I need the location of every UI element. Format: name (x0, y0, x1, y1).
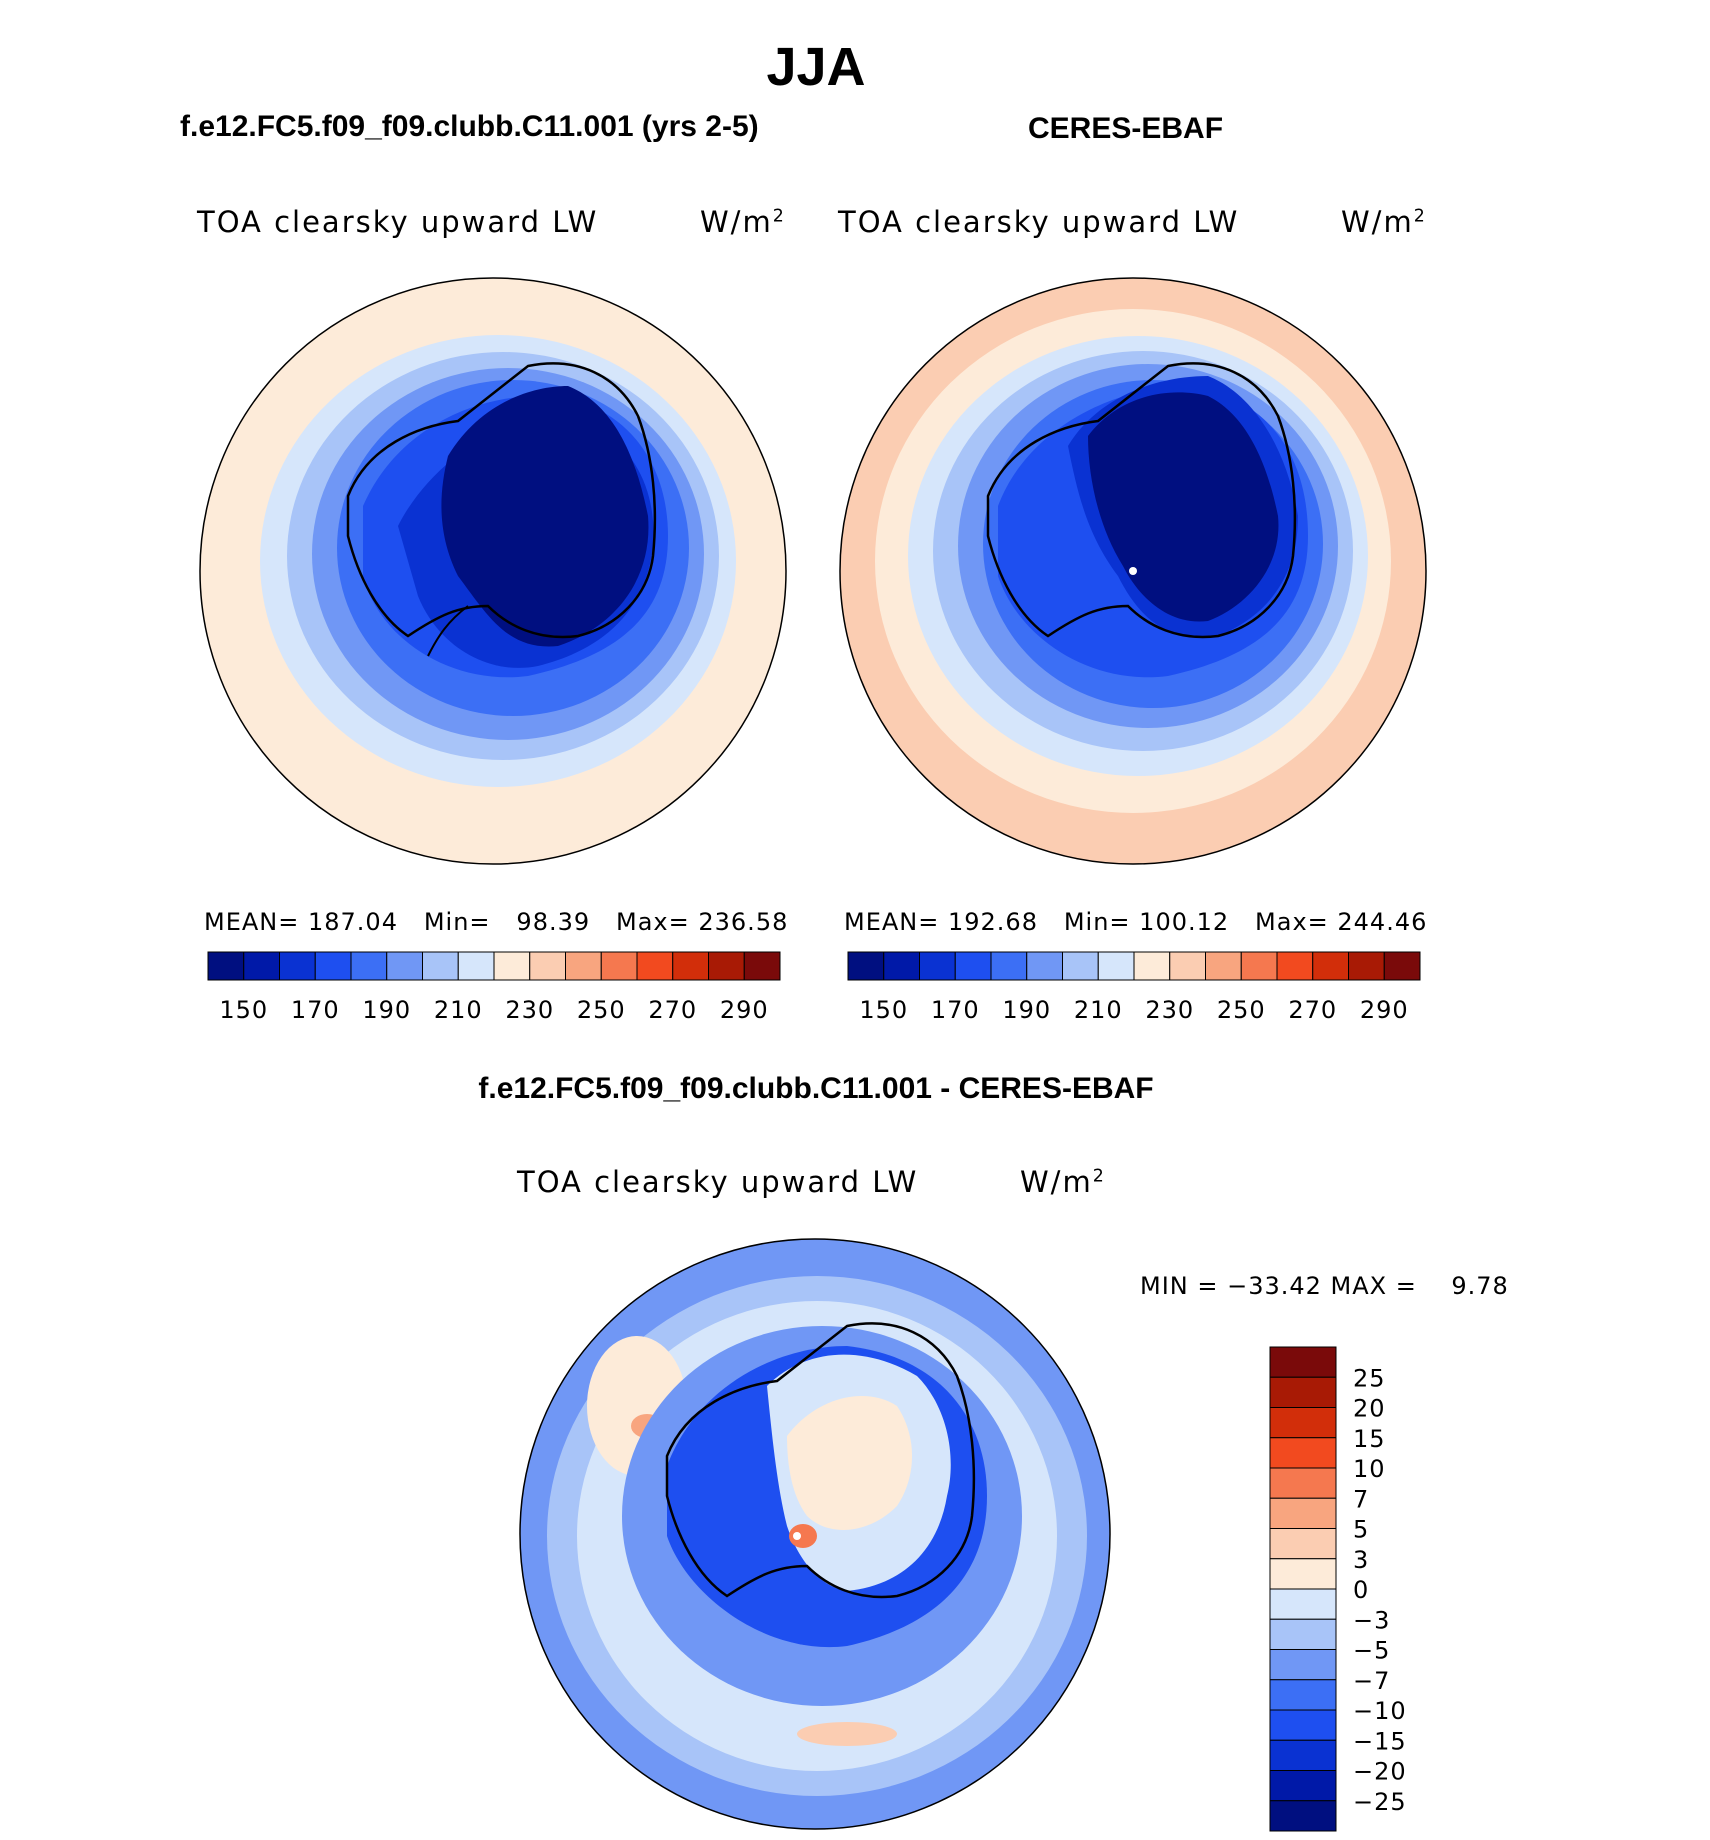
obs-variable-label: TOA clearsky upward LW (838, 205, 1240, 239)
difference-colorbar-swatch (1269, 1497, 1337, 1529)
model-colorbar-swatch (314, 951, 352, 981)
obs-colorbar-swatch (1026, 951, 1063, 981)
model-panel-title: f.e12.FC5.f09_f09.clubb.C11.001 (yrs 2-5… (180, 110, 759, 143)
difference-colorbar-swatch (1269, 1376, 1337, 1408)
obs-panel-title: CERES-EBAF (1028, 112, 1224, 145)
difference-stats: MIN = −33.42 MAX = 9.78 (1140, 1272, 1509, 1300)
difference-colorbar-tick-label: 10 (1353, 1455, 1386, 1483)
difference-colorbar-tick-label: −15 (1353, 1727, 1407, 1755)
obs-colorbar-swatch (1348, 951, 1385, 981)
difference-colorbar-tick-label: 3 (1353, 1546, 1369, 1574)
obs-colorbar-tick-label: 170 (931, 996, 980, 1024)
obs-units-label: W/m2 (1341, 205, 1427, 239)
difference-colorbar-tick-label: 0 (1353, 1576, 1369, 1604)
model-colorbar-swatch (422, 951, 459, 981)
difference-colorbar-swatch (1269, 1679, 1337, 1711)
difference-colorbar-tick-label: −3 (1353, 1606, 1390, 1634)
difference-colorbar-swatch (1269, 1407, 1337, 1439)
difference-colorbar-tick-label: −20 (1353, 1758, 1407, 1786)
model-colorbar-tick-label: 250 (577, 996, 626, 1024)
obs-colorbar-swatch (990, 951, 1028, 981)
difference-colorbar-swatch (1269, 1588, 1337, 1620)
model-colorbar-swatch (743, 951, 781, 981)
difference-colorbar-tick-label: −25 (1353, 1788, 1407, 1816)
obs-colorbar-tick-label: 210 (1074, 996, 1123, 1024)
model-colorbar-swatch (636, 951, 674, 981)
model-colorbar-tick-label: 230 (505, 996, 554, 1024)
obs-colorbar-swatch (1205, 951, 1242, 981)
difference-colorbar-swatch (1269, 1467, 1337, 1499)
model-colorbar-swatch (279, 951, 316, 981)
difference-polar-map (519, 1238, 1111, 1830)
model-units-label: W/m2 (700, 205, 786, 239)
obs-colorbar-swatch (883, 951, 920, 981)
difference-variable-label: TOA clearsky upward LW (517, 1165, 919, 1199)
obs-colorbar-tick-label: 270 (1288, 996, 1337, 1024)
model-colorbar-swatch (493, 951, 531, 981)
obs-colorbar-tick-label: 150 (859, 996, 908, 1024)
obs-colorbar-swatch (1062, 951, 1099, 981)
difference-colorbar-swatch (1269, 1770, 1337, 1802)
obs-colorbar-swatch (1097, 951, 1135, 981)
model-colorbar: 150 170 190 210 230 250 270 290 (207, 951, 781, 1024)
model-colorbar-swatch (672, 951, 709, 981)
model-colorbar-swatch (243, 951, 280, 981)
obs-colorbar-swatch (1312, 951, 1349, 981)
model-colorbar-tick-label: 170 (291, 996, 340, 1024)
difference-colorbar-tick-label: −7 (1353, 1667, 1390, 1695)
model-colorbar-swatch (600, 951, 638, 981)
model-colorbar-swatch (207, 951, 245, 981)
obs-colorbar-swatch (1240, 951, 1278, 981)
difference-colorbar-swatch (1269, 1800, 1337, 1832)
difference-colorbar-swatch (1269, 1709, 1337, 1741)
difference-colorbar-swatch (1269, 1649, 1337, 1681)
obs-colorbar-swatch (1276, 951, 1314, 981)
difference-colorbar-tick-label: 7 (1353, 1485, 1369, 1513)
difference-colorbar-tick-label: −5 (1353, 1637, 1390, 1665)
obs-colorbar-tick-label: 190 (1002, 996, 1051, 1024)
difference-colorbar-swatch (1269, 1346, 1337, 1378)
model-colorbar-swatch (708, 951, 745, 981)
obs-colorbar-swatch (954, 951, 992, 981)
obs-colorbar-swatch (1383, 951, 1421, 981)
obs-colorbar-swatch (847, 951, 885, 981)
obs-colorbar-swatch (919, 951, 956, 981)
obs-colorbar-tick-label: 250 (1217, 996, 1266, 1024)
difference-colorbar-swatch (1269, 1437, 1337, 1469)
difference-colorbar-tick-label: 15 (1353, 1425, 1386, 1453)
model-colorbar-tick-label: 190 (362, 996, 411, 1024)
model-colorbar-tick-label: 210 (434, 996, 483, 1024)
difference-colorbar-swatch (1269, 1558, 1337, 1590)
obs-polar-map (839, 277, 1427, 865)
difference-colorbar-tick-label: −10 (1353, 1697, 1407, 1725)
model-colorbar-tick-label: 150 (219, 996, 268, 1024)
obs-colorbar: 150 170 190 210 230 250 270 290 (847, 951, 1421, 1024)
difference-colorbar-swatch (1269, 1528, 1337, 1560)
model-stats: MEAN= 187.04 Min= 98.39 Max= 236.58 (204, 908, 789, 936)
obs-colorbar-swatch (1169, 951, 1206, 981)
model-polar-map (199, 277, 787, 865)
obs-colorbar-swatch (1133, 951, 1171, 981)
figure-title: JJA (766, 37, 866, 97)
model-colorbar-swatch (350, 951, 388, 981)
model-colorbar-swatch (457, 951, 495, 981)
model-colorbar-tick-label: 290 (720, 996, 769, 1024)
difference-colorbar-tick-label: 20 (1353, 1395, 1386, 1423)
obs-colorbar-tick-label: 230 (1145, 996, 1194, 1024)
difference-colorbar-swatch (1269, 1618, 1337, 1650)
model-colorbar-swatch (529, 951, 566, 981)
difference-colorbar-tick-label: 5 (1353, 1516, 1369, 1544)
difference-panel-title: f.e12.FC5.f09_f09.clubb.C11.001 - CERES-… (478, 1072, 1154, 1105)
model-variable-label: TOA clearsky upward LW (197, 205, 599, 239)
difference-colorbar-swatch (1269, 1739, 1337, 1771)
difference-units-label: W/m2 (1020, 1165, 1106, 1199)
difference-colorbar-tick-label: 25 (1353, 1364, 1386, 1392)
model-colorbar-swatch (565, 951, 602, 981)
model-colorbar-tick-label: 270 (648, 996, 697, 1024)
model-colorbar-swatch (386, 951, 423, 981)
obs-stats: MEAN= 192.68 Min= 100.12 Max= 244.46 (844, 908, 1428, 936)
obs-colorbar-tick-label: 290 (1360, 996, 1409, 1024)
